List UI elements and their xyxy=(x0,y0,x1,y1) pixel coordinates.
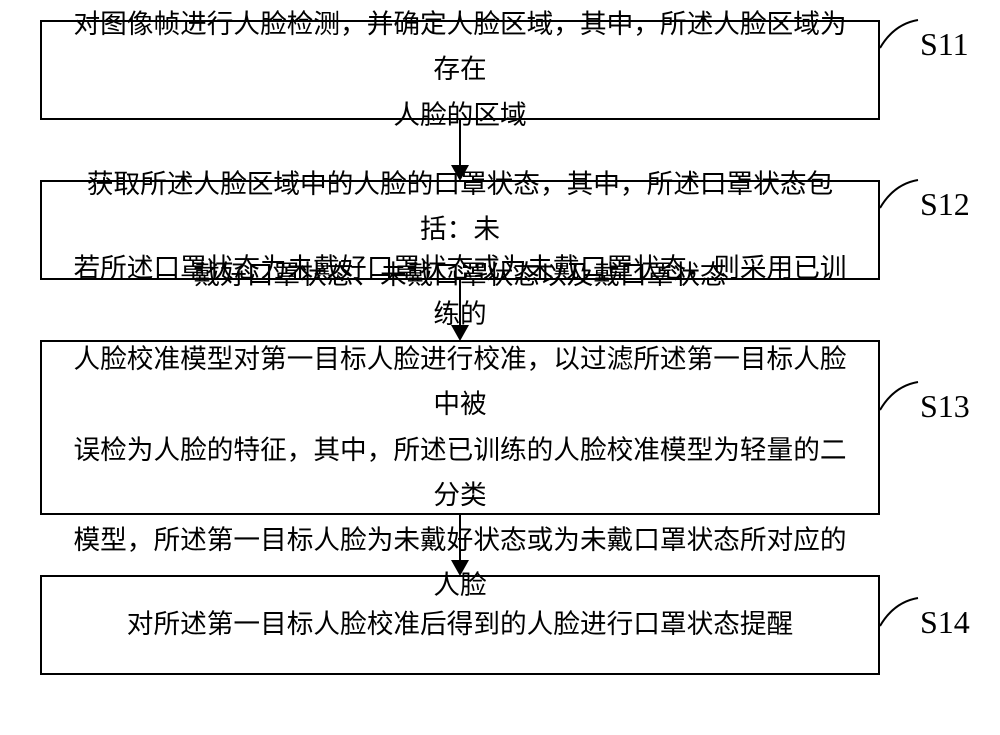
label-s14-text: S14 xyxy=(920,604,970,640)
label-curve-s11 xyxy=(876,18,920,52)
arrow-line xyxy=(459,280,461,326)
label-s13: S13 xyxy=(920,388,970,425)
arrow-s11-s12 xyxy=(40,120,880,180)
label-s14: S14 xyxy=(920,604,970,641)
arrow-line xyxy=(459,120,461,166)
arrow-head xyxy=(451,325,469,341)
step-s13-box: 若所述口罩状态为未戴好口罩状态或为未戴口罩状态，则采用已训练的 人脸校准模型对第… xyxy=(40,340,880,515)
arrow-head xyxy=(451,560,469,576)
arrow-s12-s13 xyxy=(40,280,880,340)
label-curve-s12 xyxy=(876,178,920,212)
label-s11: S11 xyxy=(920,26,969,63)
label-s11-text: S11 xyxy=(920,26,969,62)
arrow-line xyxy=(459,515,461,561)
arrow-s13-s14 xyxy=(40,515,880,575)
label-curve-s13 xyxy=(876,380,920,414)
step-s11-box: 对图像帧进行人脸检测，并确定人脸区域，其中，所述人脸区域为存在 人脸的区域 xyxy=(40,20,880,120)
step-s14-text: 对所述第一目标人脸校准后得到的人脸进行口罩状态提醒 xyxy=(127,602,793,647)
label-s13-text: S13 xyxy=(920,388,970,424)
flowchart-container: 对图像帧进行人脸检测，并确定人脸区域，其中，所述人脸区域为存在 人脸的区域 获取… xyxy=(0,0,1000,735)
flow-column: 对图像帧进行人脸检测，并确定人脸区域，其中，所述人脸区域为存在 人脸的区域 获取… xyxy=(40,20,880,675)
label-s12-text: S12 xyxy=(920,186,970,222)
arrow-head xyxy=(451,165,469,181)
step-s11-text: 对图像帧进行人脸检测，并确定人脸区域，其中，所述人脸区域为存在 人脸的区域 xyxy=(62,2,858,138)
label-curve-s14 xyxy=(876,596,920,630)
label-s12: S12 xyxy=(920,186,970,223)
